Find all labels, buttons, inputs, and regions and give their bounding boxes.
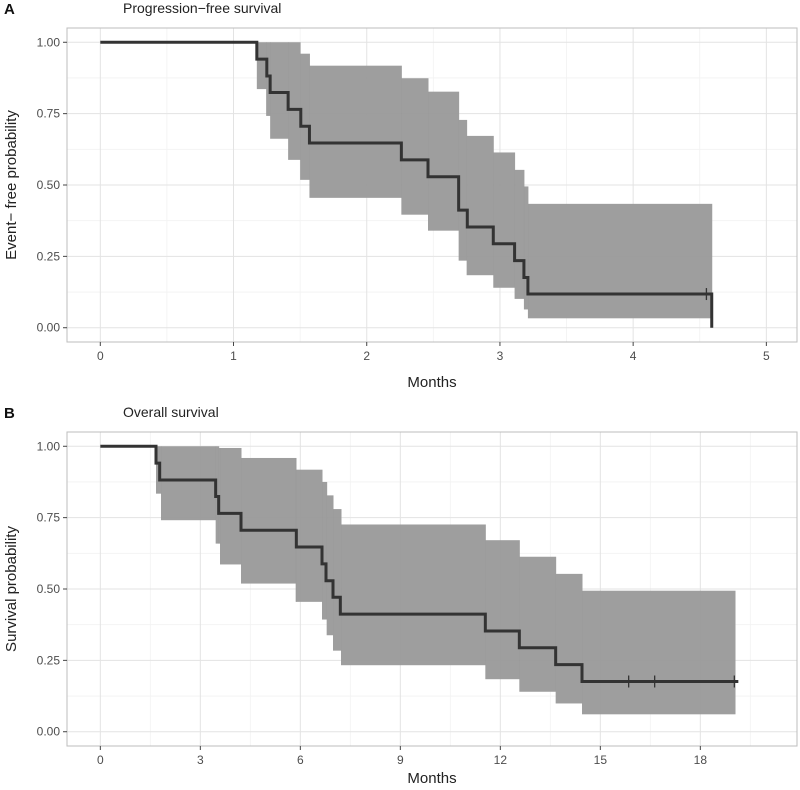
confidence-band-segment bbox=[326, 495, 334, 636]
x-tick-label: 15 bbox=[594, 753, 608, 767]
panel-a: 0 1 2 3 4 5 0.00 0.25 0.50 0.75 1.00 Months Event− f… bbox=[3, 0, 798, 391]
y-tick-label: 0.75 bbox=[37, 511, 61, 525]
panel-label: A bbox=[4, 1, 15, 18]
x-tick-label: 3 bbox=[497, 349, 504, 363]
confidence-band-segment bbox=[514, 169, 525, 299]
confidence-band-segment bbox=[466, 135, 494, 276]
panel-label: B bbox=[4, 405, 15, 422]
confidence-band-segment bbox=[161, 446, 217, 521]
y-tick-label: 0.25 bbox=[37, 249, 61, 263]
confidence-band-segment bbox=[300, 53, 310, 180]
confidence-band-segment bbox=[309, 65, 402, 198]
x-tick-label: 18 bbox=[694, 753, 708, 767]
x-axis-title: Months bbox=[407, 374, 456, 391]
y-axis-title: Survival probability bbox=[3, 526, 20, 652]
confidence-band-segment bbox=[220, 447, 242, 565]
y-tick-label: 0.25 bbox=[37, 653, 61, 667]
confidence-band-segment bbox=[523, 186, 529, 310]
x-tick-label: 12 bbox=[494, 753, 508, 767]
confidence-band-segment bbox=[582, 590, 736, 715]
confidence-band-segment bbox=[555, 573, 583, 704]
panel-title: Overall survival bbox=[123, 404, 219, 420]
survival-curve bbox=[100, 40, 714, 328]
x-tick-label: 9 bbox=[397, 753, 404, 767]
y-tick-label: 1.00 bbox=[37, 439, 61, 453]
confidence-band-segment bbox=[241, 457, 297, 584]
x-tick-label: 3 bbox=[197, 753, 204, 767]
confidence-band-segment bbox=[485, 540, 520, 680]
confidence-band-segment bbox=[527, 203, 713, 319]
confidence-band-segment bbox=[266, 42, 271, 116]
confidence-band-segment bbox=[270, 42, 289, 139]
confidence-band-segment bbox=[296, 469, 323, 602]
confidence-band-segment bbox=[333, 509, 342, 651]
y-tick-label: 0.00 bbox=[37, 725, 61, 739]
x-tick-label: 0 bbox=[97, 753, 104, 767]
y-axis-title: Event− free probability bbox=[3, 110, 20, 260]
x-tick-label: 5 bbox=[763, 349, 770, 363]
panel-title: Progression−free survival bbox=[123, 0, 281, 16]
confidence-band-segment bbox=[341, 524, 486, 666]
x-tick-label: 4 bbox=[630, 349, 637, 363]
x-tick-label: 2 bbox=[363, 349, 370, 363]
confidence-band-segment bbox=[322, 481, 328, 620]
confidence-band-segment bbox=[493, 152, 516, 288]
confidence-band-segment bbox=[256, 42, 267, 90]
x-tick-label: 0 bbox=[97, 349, 104, 363]
y-tick-label: 1.00 bbox=[37, 35, 61, 49]
confidence-band-segment bbox=[519, 556, 557, 692]
x-tick-label: 6 bbox=[297, 753, 304, 767]
y-tick-label: 0.50 bbox=[37, 178, 61, 192]
y-tick-label: 0.00 bbox=[37, 321, 61, 335]
y-tick-label: 0.50 bbox=[37, 582, 61, 596]
y-tick-label: 0.75 bbox=[37, 107, 61, 121]
panel-b: 0 3 6 9 12 15 18 0.00 0.25 0.50 0.75 1.00 Months Surv… bbox=[3, 404, 798, 787]
x-axis-title: Months bbox=[407, 770, 456, 787]
survival-curve bbox=[100, 444, 739, 683]
confidence-band-segment bbox=[401, 78, 429, 215]
confidence-band-segment bbox=[215, 446, 220, 544]
confidence-band-segment bbox=[428, 91, 460, 231]
confidence-band-segment bbox=[458, 119, 468, 261]
confidence-band-segment bbox=[288, 42, 301, 160]
x-tick-label: 1 bbox=[230, 349, 237, 363]
